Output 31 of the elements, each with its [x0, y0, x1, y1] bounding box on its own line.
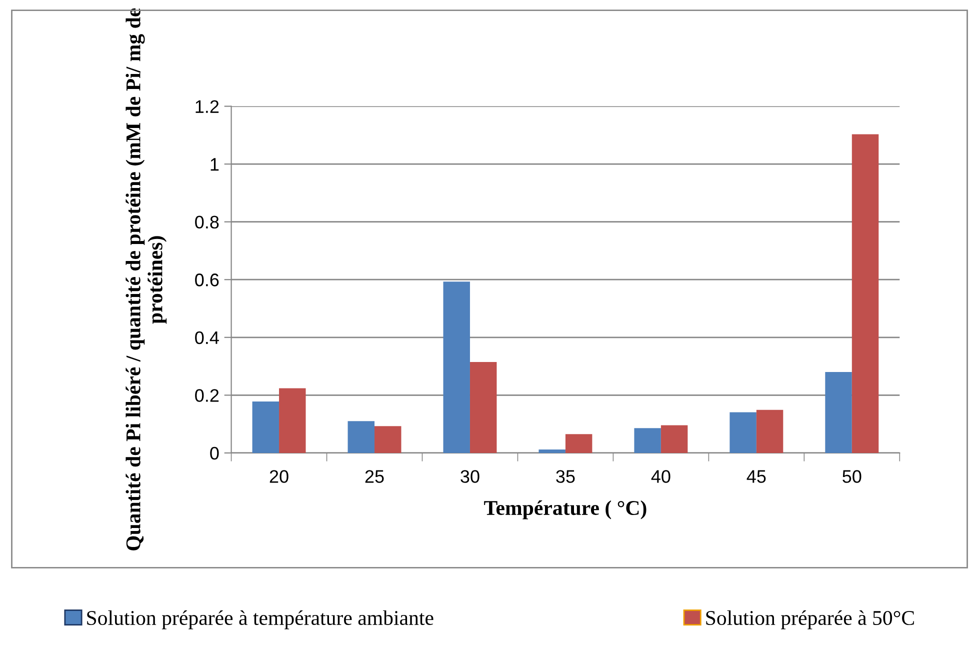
x-tick-label: 40 — [651, 470, 670, 483]
bar — [634, 428, 661, 453]
x-tick-label: 30 — [460, 470, 480, 483]
bar — [660, 425, 688, 453]
bar — [348, 421, 374, 453]
bar — [756, 410, 784, 453]
y-tick-label: 0 — [210, 446, 219, 460]
y-tick-label: 1 — [210, 158, 219, 171]
y-tick-label: 0.2 — [195, 389, 219, 402]
bar — [470, 362, 497, 453]
x-tick-label: 50 — [842, 470, 862, 483]
legend-label: Solution préparée à 50°C — [706, 610, 914, 630]
bar — [252, 402, 280, 453]
bar — [825, 372, 852, 453]
bar — [538, 449, 566, 453]
bar — [565, 434, 592, 453]
y-tick-label: 0.8 — [195, 216, 219, 229]
y-tick-label: 0.6 — [195, 274, 219, 286]
bar — [730, 412, 756, 453]
bar — [279, 388, 306, 453]
y-tick-label: 1.2 — [196, 100, 219, 113]
x-tick-label: 20 — [270, 470, 288, 483]
x-tick-label: 45 — [746, 470, 766, 483]
bar — [443, 282, 470, 453]
x-tick-label: 25 — [365, 470, 384, 483]
y-tick-label: 0.4 — [195, 331, 219, 344]
legend-label: Solution préparée à température ambiante — [87, 610, 434, 630]
x-axis-title: Température ( °C) — [484, 500, 646, 520]
bar — [374, 426, 402, 453]
bar — [852, 134, 879, 453]
x-tick-label: 35 — [556, 470, 575, 483]
